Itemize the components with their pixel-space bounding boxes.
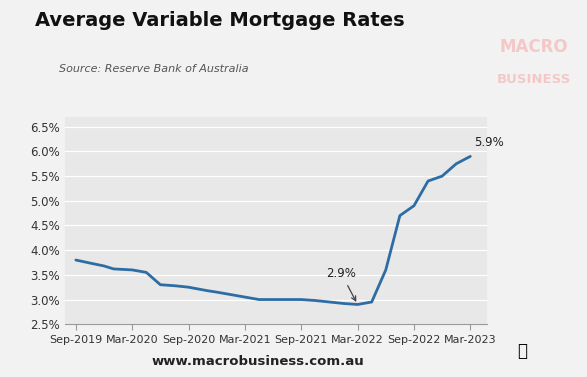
Text: 🐺: 🐺 <box>517 342 528 360</box>
Text: 2.9%: 2.9% <box>326 267 356 301</box>
Text: 5.9%: 5.9% <box>474 136 504 149</box>
Text: MACRO: MACRO <box>500 38 568 56</box>
Text: Average Variable Mortgage Rates: Average Variable Mortgage Rates <box>35 11 405 30</box>
Text: BUSINESS: BUSINESS <box>497 73 571 86</box>
Text: www.macrobusiness.com.au: www.macrobusiness.com.au <box>152 355 365 368</box>
Text: Source: Reserve Bank of Australia: Source: Reserve Bank of Australia <box>59 64 248 74</box>
